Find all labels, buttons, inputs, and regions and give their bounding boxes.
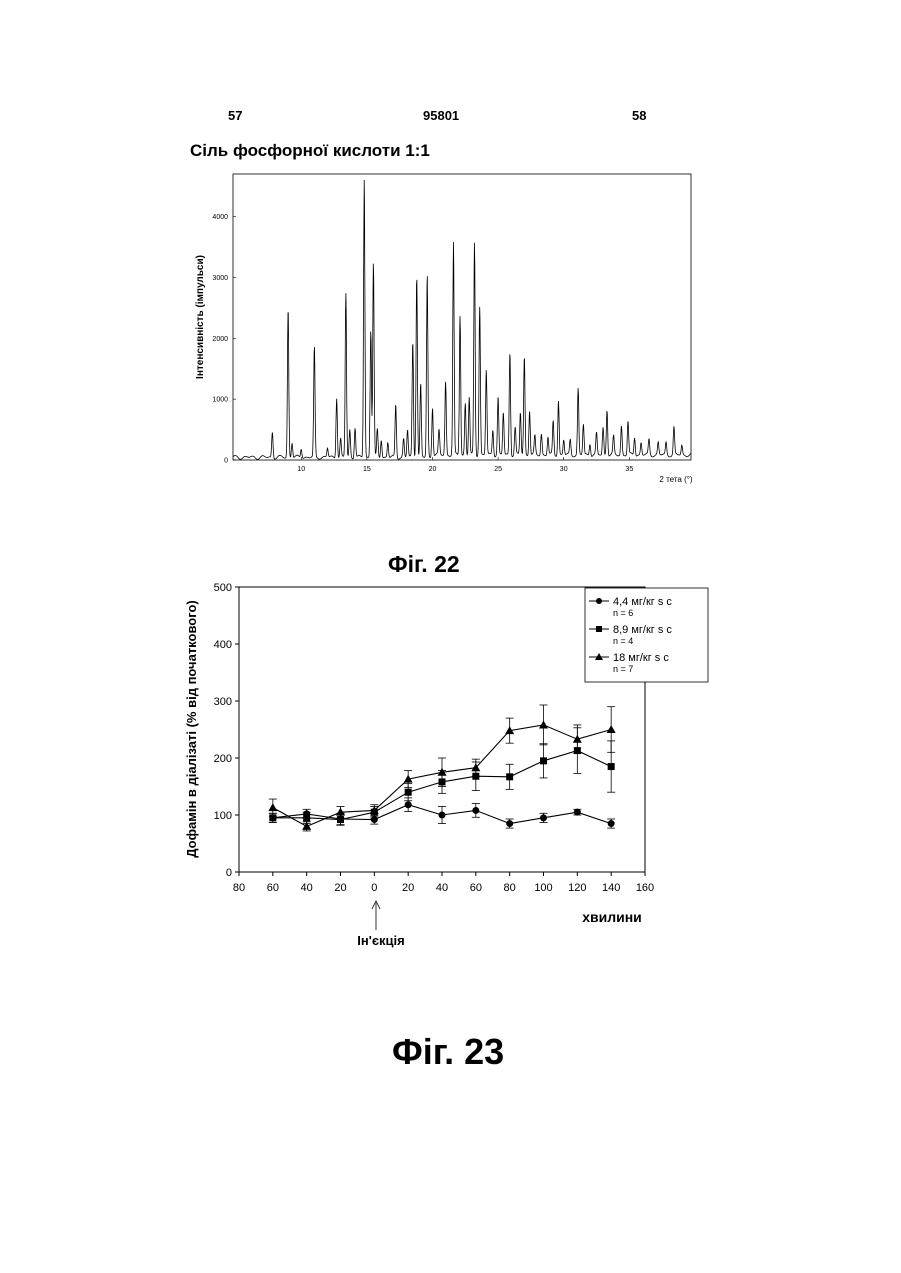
legend-label: 8,9 мг/кг s c xyxy=(613,624,672,636)
data-point xyxy=(506,773,513,780)
data-point xyxy=(302,822,311,830)
legend-label: 18 мг/кг s c xyxy=(613,652,669,664)
y-tick-label: 1000 xyxy=(212,397,228,404)
x-ticks: 80 60 40 20 0 20 40 60 80 100 120 140 160 xyxy=(233,872,654,894)
plot-frame xyxy=(233,174,691,460)
data-point xyxy=(405,801,412,808)
x-tick-label: 40 xyxy=(301,882,313,894)
legend-n: n = 6 xyxy=(613,608,633,618)
x-tick-label: 0 xyxy=(371,882,377,894)
y-tick-label: 2000 xyxy=(212,336,228,343)
x-tick-label: 40 xyxy=(436,882,448,894)
patent-number: 95801 xyxy=(423,108,459,123)
y-ticks: 0 100 200 300 400 500 xyxy=(214,582,239,879)
data-point xyxy=(439,812,446,819)
x-tick-label: 140 xyxy=(602,882,620,894)
legend-label: 4,4 мг/кг s c xyxy=(613,596,672,608)
y-axis-label: Дофамін в діалізаті (% від початкового) xyxy=(184,600,199,857)
y-tick-label: 0 xyxy=(226,867,232,879)
x-tick-label: 80 xyxy=(233,882,245,894)
legend-n: n = 4 xyxy=(613,636,633,646)
x-tick-label: 20 xyxy=(402,882,414,894)
legend-n: n = 7 xyxy=(613,664,633,674)
page-number-left: 57 xyxy=(228,108,242,123)
data-point xyxy=(540,814,547,821)
x-tick-label: 35 xyxy=(625,466,633,473)
y-axis-label: Інтенсивність (імпульси) xyxy=(195,255,206,379)
data-point xyxy=(539,720,548,728)
x-tick-label: 20 xyxy=(334,882,346,894)
x-tick-label: 15 xyxy=(363,466,371,473)
y-tick-label: 200 xyxy=(214,753,232,765)
data-point xyxy=(405,789,412,796)
x-tick-label: 30 xyxy=(560,466,568,473)
data-point xyxy=(268,803,277,811)
x-tick-label: 120 xyxy=(568,882,586,894)
figure-22-chart: Інтенсивність (імпульси) 0 1000 2000 3000 40… xyxy=(180,160,720,490)
x-tick-label: 100 xyxy=(534,882,552,894)
y-tick-label: 0 xyxy=(224,458,228,465)
x-tick-label: 25 xyxy=(494,466,502,473)
data-point xyxy=(472,807,479,814)
data-point xyxy=(574,809,581,816)
x-tick-label: 10 xyxy=(297,466,305,473)
x-axis-label: 2 тета (°) xyxy=(659,475,693,484)
data-point xyxy=(303,814,310,821)
x-tick-label: 160 xyxy=(636,882,654,894)
data-point xyxy=(540,757,547,764)
figure-22-title: Сіль фосфорної кислоти 1:1 xyxy=(190,141,430,161)
y-tick-label: 4000 xyxy=(212,214,228,221)
figure-23-chart: Дофамін в діалізаті (% від початкового) … xyxy=(175,570,715,970)
diffraction-trace xyxy=(233,180,691,459)
data-point xyxy=(607,725,616,733)
x-tick-label: 80 xyxy=(504,882,516,894)
series-circle xyxy=(269,798,615,828)
page-number-right: 58 xyxy=(632,108,646,123)
y-tick-label: 500 xyxy=(214,582,232,594)
injection-label: Ін'єкція xyxy=(357,933,404,948)
x-axis-label: хвилини xyxy=(582,909,642,925)
y-ticks: 0 1000 2000 3000 4000 xyxy=(212,214,236,464)
y-tick-label: 3000 xyxy=(212,275,228,282)
y-tick-label: 300 xyxy=(214,696,232,708)
y-tick-label: 100 xyxy=(214,810,232,822)
x-tick-label: 20 xyxy=(429,466,437,473)
series-group xyxy=(268,705,615,831)
x-tick-label: 60 xyxy=(267,882,279,894)
plot-frame xyxy=(239,587,645,872)
legend-marker xyxy=(596,626,602,632)
x-ticks: 10 15 20 25 30 35 xyxy=(297,457,633,473)
x-tick-label: 60 xyxy=(470,882,482,894)
data-point xyxy=(608,820,615,827)
legend-marker xyxy=(596,598,602,604)
data-point xyxy=(608,763,615,770)
data-point xyxy=(506,820,513,827)
figure-23-caption: Фіг. 23 xyxy=(392,1031,504,1073)
y-tick-label: 400 xyxy=(214,639,232,651)
